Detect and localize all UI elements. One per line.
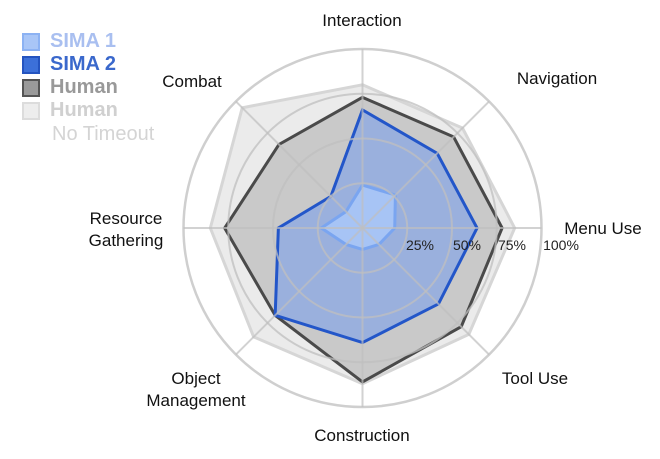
legend-swatch-human-no-timeout: [22, 101, 40, 120]
ring-label-4: 100%: [543, 237, 579, 253]
axis-label-construction: Construction: [314, 426, 409, 445]
grid-spoke-4: [361, 227, 490, 356]
legend: SIMA 1 SIMA 2 Human Human No Timeout: [22, 30, 154, 146]
axis-label-tool-use: Tool Use: [502, 369, 568, 388]
grid-spoke-6: [235, 227, 364, 356]
axis-label-resource-gathering-line1: Resource: [90, 209, 163, 228]
legend-label-sima1: SIMA 1: [50, 30, 116, 52]
axis-label-object-management-line2: Management: [146, 391, 246, 410]
legend-label-human: Human: [50, 76, 118, 98]
ring-label-1: 25%: [406, 237, 434, 253]
ring-label-2: 50%: [453, 237, 481, 253]
legend-swatch-sima1: [22, 32, 40, 51]
axis-label-menu-use: Menu Use: [564, 219, 641, 238]
grid-spoke-8: [235, 100, 364, 229]
legend-item-sima2: SIMA 2: [22, 53, 154, 76]
axis-label-resource-gathering-line2: Gathering: [89, 231, 164, 250]
legend-label-sima2: SIMA 2: [50, 53, 116, 75]
legend-swatch-human: [22, 78, 40, 97]
legend-label-human-no-timeout: Human: [50, 99, 118, 121]
legend-item-sima1: SIMA 1: [22, 30, 154, 53]
grid-spoke-2: [361, 100, 490, 229]
axis-label-object-management-line1: Object: [171, 369, 220, 388]
legend-swatch-sima2: [22, 55, 40, 74]
axis-label-interaction: Interaction: [322, 11, 401, 30]
legend-label-no-timeout: No Timeout: [52, 123, 155, 145]
legend-item-human-no-timeout: Human: [22, 99, 154, 122]
ring-label-3: 75%: [498, 237, 526, 253]
axis-label-combat: Combat: [162, 72, 222, 91]
axis-label-navigation: Navigation: [517, 69, 597, 88]
legend-item-human: Human: [22, 76, 154, 99]
